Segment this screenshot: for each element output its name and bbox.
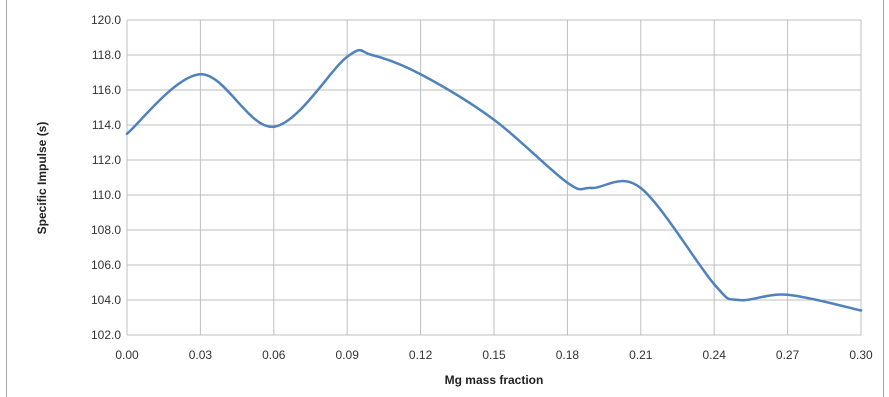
y-tick-label: 120.0	[91, 13, 121, 27]
x-tick-label: 0.09	[336, 348, 360, 362]
vertical-gridlines	[126, 20, 862, 335]
x-tick-label: 0.00	[115, 348, 139, 362]
y-tick-label: 110.0	[92, 188, 121, 202]
y-tick-label: 118.0	[92, 48, 121, 62]
x-tick-label: 0.06	[262, 348, 286, 362]
data-point	[125, 132, 129, 135]
data-point	[272, 125, 275, 128]
data-point	[713, 283, 716, 286]
x-tick-label: 0.12	[409, 348, 433, 362]
data-point	[492, 118, 496, 121]
data-point	[786, 293, 789, 296]
y-axis-title: Specific Impulse (s)	[35, 122, 49, 235]
y-tick-label: 116.0	[92, 83, 121, 97]
data-point	[346, 55, 349, 58]
x-tick-label: 0.18	[556, 348, 580, 362]
y-tick-label: 106.0	[91, 258, 121, 272]
data-point	[859, 309, 863, 312]
series-layer	[125, 48, 863, 312]
data-point	[419, 73, 422, 76]
data-point	[590, 186, 594, 190]
x-tick-label: 0.30	[849, 348, 873, 362]
y-tick-label: 108.0	[91, 223, 121, 237]
data-point	[199, 73, 202, 76]
x-tick-label: 0.03	[189, 348, 213, 362]
y-tick-label: 104.0	[91, 293, 121, 307]
series-line	[125, 48, 863, 312]
x-tick-label: 0.24	[703, 348, 727, 362]
x-tick-label: 0.27	[776, 348, 800, 362]
y-tick-label: 112.0	[92, 153, 121, 167]
y-tick-label: 102.0	[91, 328, 121, 342]
x-axis-tick-labels: 0.00 0.03 0.06 0.09 0.12 0.15 0.18 0.21 0.24 0.27…	[115, 348, 873, 362]
y-axis-tick-labels: 102.0 104.0 106.0 108.0 110.0 112.0 114.0 116.0…	[91, 13, 121, 342]
x-tick-label: 0.21	[629, 348, 653, 362]
x-axis-title: Mg mass fraction	[445, 373, 544, 387]
data-point	[737, 298, 740, 302]
data-point	[370, 53, 373, 57]
data-point	[566, 181, 569, 184]
x-tick-label: 0.15	[482, 348, 506, 362]
y-tick-label: 114.0	[92, 118, 121, 132]
data-point	[639, 186, 642, 190]
